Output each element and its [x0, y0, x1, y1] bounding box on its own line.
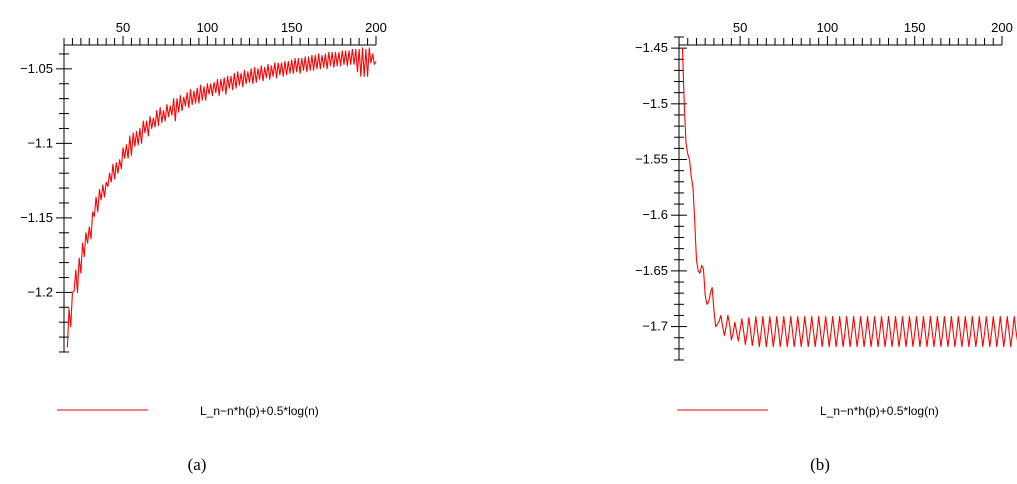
y-tick-label: −1.65	[635, 263, 668, 278]
chart-panel-b: 50 100 150 200 −1.45 −1.5 −1.55 −1.6 −1.65 −1.7 L_…	[635, 20, 1017, 474]
series-line	[66, 47, 377, 348]
x-tick-label: 50	[116, 20, 130, 35]
x-tick-label: 100	[196, 20, 218, 35]
y-tick-label: −1.2	[27, 284, 53, 299]
y-tick-label: −1.5	[642, 96, 668, 111]
y-tick-label: −1.55	[635, 152, 668, 167]
panel-caption: (a)	[188, 455, 207, 474]
x-tick-label: 100	[817, 20, 839, 35]
panel-caption: (b)	[810, 455, 830, 474]
x-tick-label: 150	[281, 20, 303, 35]
x-tick-label: 50	[733, 20, 747, 35]
chart-panel-a: 50 100 150 200 −1.05 −1.1 −1.15 −1.2 L_n−n*h(p)+…	[20, 20, 387, 474]
y-tick-label: −1.15	[20, 210, 53, 225]
legend-label: L_n−n*h(p)+0.5*log(n)	[820, 404, 939, 418]
y-tick-label: −1.45	[635, 40, 668, 55]
y-tick-label: −1.6	[642, 207, 668, 222]
series-line	[681, 48, 1017, 348]
x-tick-label: 200	[991, 20, 1013, 35]
x-tick-label: 200	[365, 20, 387, 35]
legend-label: L_n−n*h(p)+0.5*log(n)	[200, 404, 319, 418]
y-tick-label: −1.05	[20, 61, 53, 76]
x-tick-label: 150	[904, 20, 926, 35]
y-tick-label: −1.7	[642, 319, 668, 334]
y-tick-label: −1.1	[27, 135, 53, 150]
